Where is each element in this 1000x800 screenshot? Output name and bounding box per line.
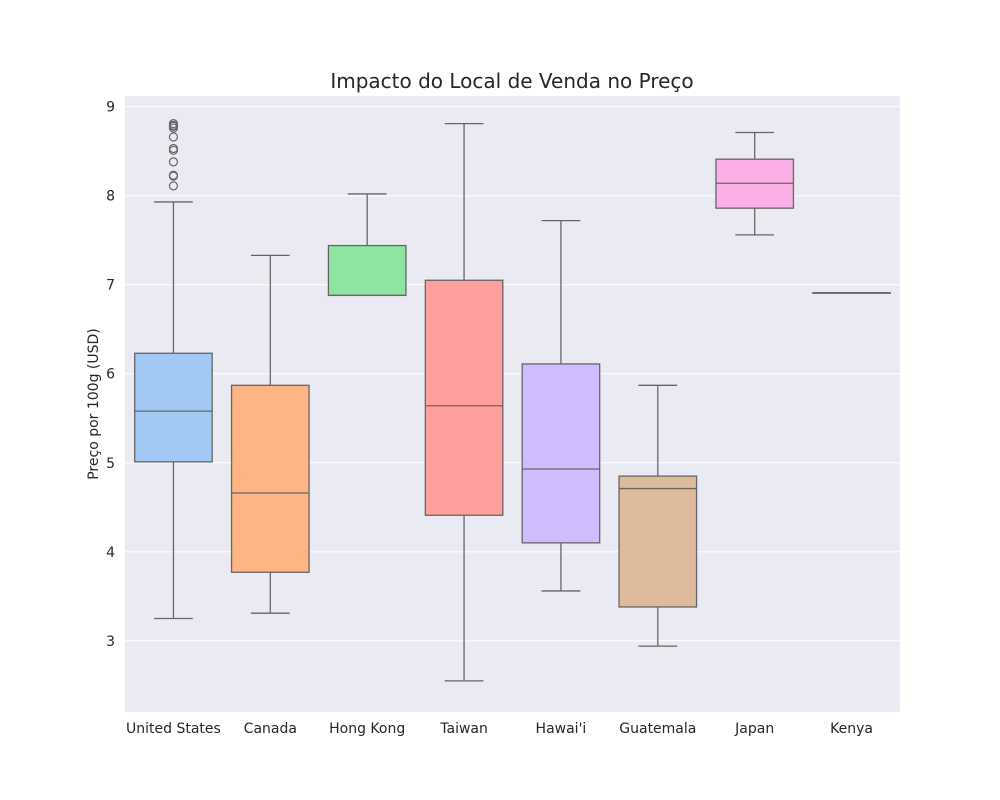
outlier-point [168, 181, 179, 191]
x-axis-ticks: United States Canada Hong Kong Taiwan Hawai'… [126, 721, 873, 737]
box-iqr [134, 352, 213, 463]
box-hong-kong [327, 193, 407, 297]
box-taiwan [424, 122, 504, 682]
outlier-point [168, 143, 179, 154]
y-tick-label: 9 [106, 100, 115, 116]
x-tick-label: United States [126, 721, 221, 737]
box-kenya [812, 292, 891, 294]
y-tick-label: 5 [106, 456, 115, 472]
y-tick-label: 8 [106, 189, 115, 205]
x-tick-label: Canada [244, 721, 297, 737]
box-united-states [134, 118, 213, 620]
box-iqr [230, 384, 310, 573]
box-hawai-i [521, 219, 601, 592]
box-guatemala [618, 384, 698, 647]
x-tick-label: Taiwan [439, 721, 488, 737]
box-iqr [327, 244, 407, 297]
x-tick-label: Kenya [830, 721, 873, 737]
y-tick-label: 3 [106, 634, 115, 650]
outlier-point [168, 132, 179, 142]
y-tick-label: 6 [106, 367, 115, 383]
box-iqr [424, 279, 504, 516]
y-axis-ticks: 3 4 5 6 7 8 9 [106, 100, 115, 650]
y-tick-label: 4 [106, 545, 115, 561]
x-tick-label: Hong Kong [329, 721, 405, 737]
x-tick-label: Japan [734, 721, 774, 737]
x-tick-label: Hawai'i [536, 721, 587, 737]
y-axis-label: Preço por 100g (USD) [86, 328, 102, 480]
outlier-point [168, 118, 179, 129]
boxes-layer [134, 118, 891, 682]
x-tick-label: Guatemala [619, 721, 696, 737]
outlier-point [168, 157, 179, 167]
outlier-point [168, 170, 179, 180]
box-iqr [618, 475, 698, 608]
box-iqr [521, 363, 601, 544]
box-japan [715, 131, 795, 236]
y-tick-label: 7 [106, 278, 115, 294]
box-canada [230, 254, 310, 614]
chart-title: Impacto do Local de Venda no Preço [330, 69, 693, 93]
